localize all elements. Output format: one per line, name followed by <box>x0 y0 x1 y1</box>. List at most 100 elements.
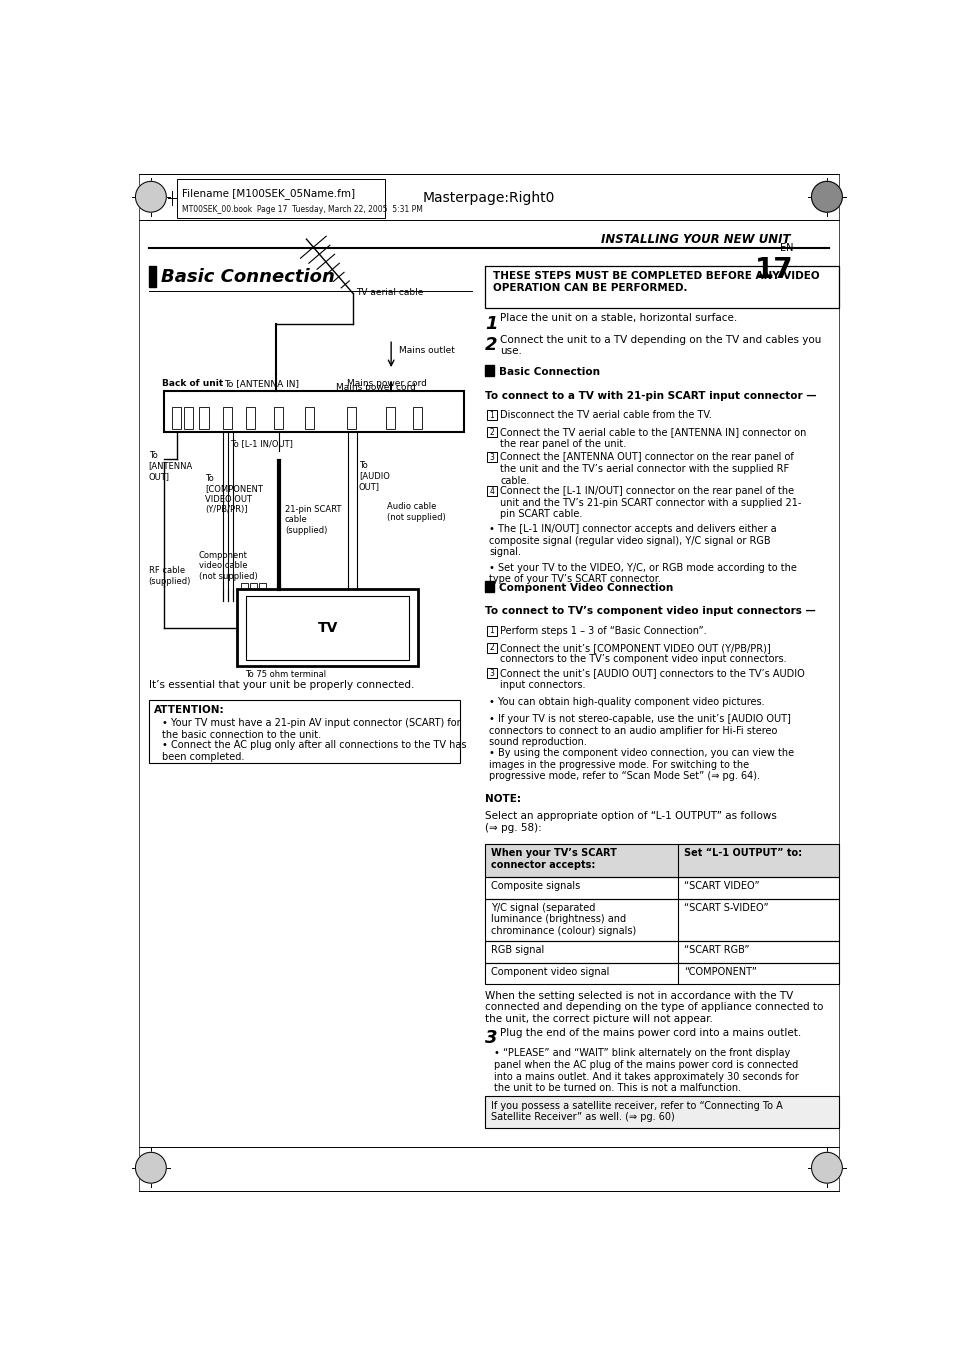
Bar <box>250 584 257 589</box>
Text: Connect the unit’s [AUDIO OUT] connectors to the TV’s AUDIO
input connectors.: Connect the unit’s [AUDIO OUT] connector… <box>500 667 804 689</box>
Text: Place the unit on a stable, horizontal surface.: Place the unit on a stable, horizontal s… <box>499 313 736 323</box>
Text: • If your TV is not stereo-capable, use the unit’s [AUDIO OUT]
connectors to con: • If your TV is not stereo-capable, use … <box>488 715 790 747</box>
Bar <box>259 584 266 589</box>
Text: 3: 3 <box>489 669 494 677</box>
Text: 2: 2 <box>489 643 494 653</box>
Text: If you possess a satellite receiver, refer to “Connecting To A
Satellite Receive: If you possess a satellite receiver, ref… <box>491 1101 782 1123</box>
Text: INSTALLING YOUR NEW UNIT: INSTALLING YOUR NEW UNIT <box>600 232 790 246</box>
Circle shape <box>135 181 166 212</box>
Text: • Connect the AC plug only after all connections to the TV has
been completed.: • Connect the AC plug only after all con… <box>161 740 466 762</box>
Text: When the setting selected is not in accordance with the TV
connected and dependi: When the setting selected is not in acco… <box>484 990 822 1024</box>
Text: Connect the [L-1 IN/OUT] connector on the rear panel of the
unit and the TV’s 21: Connect the [L-1 IN/OUT] connector on th… <box>500 486 801 520</box>
Text: RF cable
(supplied): RF cable (supplied) <box>149 566 191 586</box>
Text: Connect the TV aerial cable to the [ANTENNA IN] connector on
the rear panel of t: Connect the TV aerial cable to the [ANTE… <box>500 427 806 449</box>
Text: Masterpage:Right0: Masterpage:Right0 <box>422 192 555 205</box>
Bar <box>484 843 839 877</box>
Text: To
[COMPONENT
VIDEO OUT
(Y/PB/PR)]: To [COMPONENT VIDEO OUT (Y/PB/PR)] <box>205 474 262 515</box>
Text: To
[AUDIO
OUT]: To [AUDIO OUT] <box>358 461 389 490</box>
Text: To connect to TV’s component video input connectors —: To connect to TV’s component video input… <box>484 607 815 616</box>
Circle shape <box>135 1152 166 1183</box>
Text: Mains power cord: Mains power cord <box>335 384 416 392</box>
Text: THESE STEPS MUST BE COMPLETED BEFORE ANY VIDEO
OPERATION CAN BE PERFORMED.: THESE STEPS MUST BE COMPLETED BEFORE ANY… <box>493 272 819 293</box>
Bar <box>486 643 497 653</box>
Text: Component video signal: Component video signal <box>491 967 609 977</box>
Text: TV aerial cable: TV aerial cable <box>356 288 423 297</box>
Text: Plug the end of the mains power cord into a mains outlet.: Plug the end of the mains power cord int… <box>499 1028 801 1038</box>
Text: 1: 1 <box>489 411 494 420</box>
Bar <box>486 626 497 636</box>
Text: Set “L-1 OUTPUT” to:: Set “L-1 OUTPUT” to: <box>683 848 801 858</box>
Bar <box>172 407 181 428</box>
Text: Component
video cable
(not supplied): Component video cable (not supplied) <box>198 551 257 581</box>
Text: EN: EN <box>779 243 792 253</box>
Text: Basic Connection: Basic Connection <box>161 269 335 286</box>
Bar <box>305 407 314 428</box>
Bar <box>184 407 193 428</box>
Bar <box>486 486 497 496</box>
Bar <box>245 407 254 428</box>
Text: It’s essential that your unit be properly connected.: It’s essential that your unit be properl… <box>149 681 414 690</box>
Text: Back of unit: Back of unit <box>162 380 223 389</box>
Text: To connect to a TV with 21-pin SCART input connector —: To connect to a TV with 21-pin SCART inp… <box>484 390 816 401</box>
Text: Connect the unit to a TV depending on the TV and cables you
use.: Connect the unit to a TV depending on th… <box>499 335 821 357</box>
Text: Component Video Connection: Component Video Connection <box>498 582 673 593</box>
Text: 17: 17 <box>754 257 792 284</box>
Text: To
[ANTENNA
OUT]: To [ANTENNA OUT] <box>149 451 193 481</box>
Text: 3: 3 <box>489 453 494 462</box>
Bar <box>484 942 839 963</box>
Bar <box>486 667 497 678</box>
Bar <box>246 596 409 661</box>
Bar <box>486 427 497 436</box>
Text: 21-pin SCART
cable
(supplied): 21-pin SCART cable (supplied) <box>285 505 341 535</box>
Text: Connect the [ANTENNA OUT] connector on the rear panel of
the unit and the TV’s a: Connect the [ANTENNA OUT] connector on t… <box>500 453 794 485</box>
Text: • You can obtain high-quality component video pictures.: • You can obtain high-quality component … <box>488 697 763 708</box>
Bar <box>486 411 497 420</box>
Text: 2: 2 <box>489 427 494 436</box>
Text: • By using the component video connection, you can view the
images in the progre: • By using the component video connectio… <box>488 748 793 781</box>
Text: 1: 1 <box>484 315 497 332</box>
Text: “SCART RGB”: “SCART RGB” <box>683 946 749 955</box>
Bar <box>149 700 460 763</box>
Bar <box>222 407 232 428</box>
Text: Mains outlet: Mains outlet <box>398 346 455 355</box>
Text: 2: 2 <box>484 336 497 354</box>
Text: MT00SEK_00.book  Page 17  Tuesday, March 22, 2005  5:31 PM: MT00SEK_00.book Page 17 Tuesday, March 2… <box>181 205 422 215</box>
Bar <box>274 407 283 428</box>
Bar <box>237 589 417 666</box>
Text: “SCART S-VIDEO”: “SCART S-VIDEO” <box>683 902 768 913</box>
Text: NOTE:: NOTE: <box>484 794 520 804</box>
Bar <box>413 407 421 428</box>
Text: To [ANTENNA IN]: To [ANTENNA IN] <box>224 380 299 389</box>
Bar <box>484 365 494 376</box>
Text: Connect the unit’s [COMPONENT VIDEO OUT (Y/PB/PR)]
connectors to the TV’s compon: Connect the unit’s [COMPONENT VIDEO OUT … <box>500 643 786 665</box>
Text: To 75 ohm terminal: To 75 ohm terminal <box>245 670 326 680</box>
Text: Basic Connection: Basic Connection <box>498 367 599 377</box>
Bar <box>347 407 356 428</box>
Text: 1: 1 <box>489 626 494 635</box>
Text: When your TV’s SCART
connector accepts:: When your TV’s SCART connector accepts: <box>491 848 617 870</box>
Bar <box>486 453 497 462</box>
Bar <box>484 963 839 985</box>
Text: • “PLEASE” and “WAIT” blink alternately on the front display
panel when the AC p: • “PLEASE” and “WAIT” blink alternately … <box>494 1048 799 1093</box>
Text: Disconnect the TV aerial cable from the TV.: Disconnect the TV aerial cable from the … <box>500 411 712 420</box>
Bar <box>484 898 839 942</box>
Bar <box>484 581 494 592</box>
Bar <box>241 584 248 589</box>
Text: Y/C signal (separated
luminance (brightness) and
chrominance (colour) signals): Y/C signal (separated luminance (brightn… <box>491 902 636 936</box>
Bar <box>199 407 209 428</box>
Text: Select an appropriate option of “L-1 OUTPUT” as follows
(⇒ pg. 58):: Select an appropriate option of “L-1 OUT… <box>484 811 776 832</box>
Text: To [L-1 IN/OUT]: To [L-1 IN/OUT] <box>230 439 293 449</box>
Circle shape <box>811 181 841 212</box>
Text: • Set your TV to the VIDEO, Y/C, or RGB mode according to the
type of your TV’s : • Set your TV to the VIDEO, Y/C, or RGB … <box>488 562 796 584</box>
Text: RGB signal: RGB signal <box>491 946 544 955</box>
Bar <box>149 266 155 286</box>
Text: • The [L-1 IN/OUT] connector accepts and delivers either a
composite signal (reg: • The [L-1 IN/OUT] connector accepts and… <box>488 524 776 557</box>
Text: Audio cable
(not supplied): Audio cable (not supplied) <box>387 503 446 521</box>
Text: 3: 3 <box>484 1029 497 1047</box>
Text: “SCART VIDEO”: “SCART VIDEO” <box>683 881 760 892</box>
Bar <box>164 390 464 431</box>
Bar <box>385 407 395 428</box>
Bar <box>484 266 839 308</box>
Text: TV: TV <box>317 621 337 635</box>
Text: Filename [M100SEK_05Name.fm]: Filename [M100SEK_05Name.fm] <box>181 188 355 199</box>
